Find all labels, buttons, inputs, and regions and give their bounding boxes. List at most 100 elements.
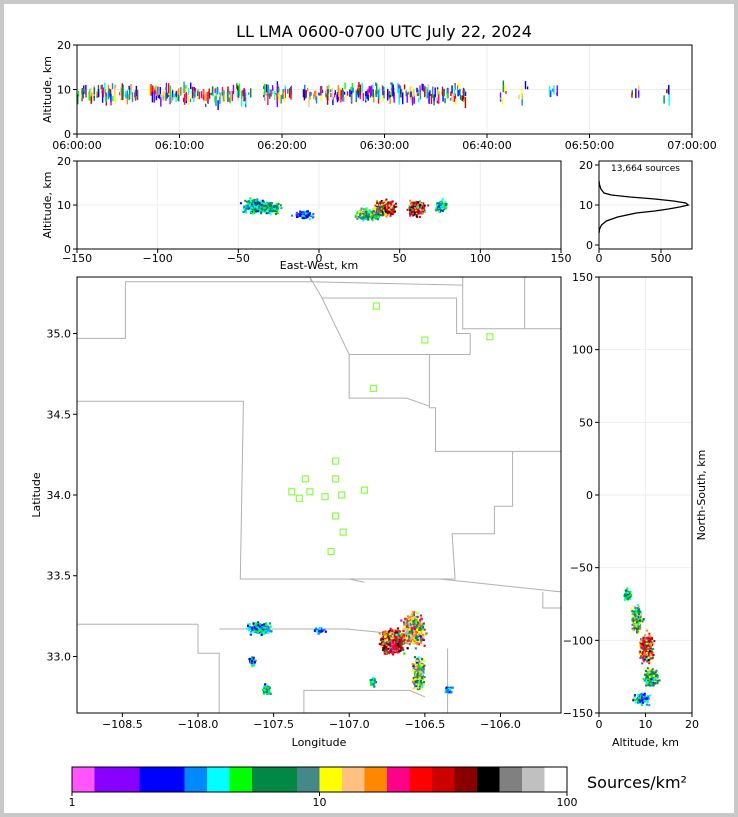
ew-density-cell [274, 208, 277, 211]
plan-density-cell [399, 639, 402, 643]
plan-density-cell [258, 626, 261, 630]
plan-density-cell [382, 639, 385, 642]
plan-density-cell [412, 687, 415, 690]
plan-density-cell [448, 688, 451, 691]
plan-density-cell [313, 629, 317, 632]
time-height-mark [362, 93, 365, 101]
time-height-mark [89, 89, 91, 101]
ew-density-cell [362, 219, 365, 222]
plan-density-cell [418, 633, 421, 636]
y-axis-label: Altitude, km [41, 171, 54, 238]
time-height-mark [151, 92, 154, 103]
time-height-mark [107, 90, 110, 100]
ew-density-cell [264, 203, 267, 206]
time-height-mark [375, 83, 378, 94]
plan-density-cell [415, 679, 418, 682]
time-height-mark [276, 93, 278, 104]
plan-density-cell [418, 677, 422, 680]
plan-density-cell [425, 632, 428, 635]
time-height-mark [499, 97, 502, 100]
ew-density-cell [358, 210, 361, 213]
ew-density-cell [255, 206, 258, 209]
ew-density-cell [303, 215, 306, 218]
plan-density-cell [403, 652, 406, 655]
plan-density-cell [388, 633, 391, 636]
time-height-mark [318, 92, 320, 96]
ns-density-cell [638, 608, 641, 611]
plan-density-cell [259, 629, 262, 632]
ew-density-cell [247, 207, 250, 210]
time-height-mark [392, 84, 394, 96]
ew-density-cell [383, 199, 386, 202]
time-height-mark [157, 95, 160, 99]
ew-density-cell [269, 202, 272, 205]
time-height-mark [204, 94, 207, 101]
plan-density-cell [422, 672, 425, 675]
time-height-mark [333, 93, 336, 98]
ew-density-cell [385, 201, 388, 204]
ew-density-cell [380, 203, 383, 206]
time-height-mark [401, 92, 404, 105]
plan-density-cell [382, 635, 385, 638]
ns-density-cell [639, 613, 642, 616]
ew-density-cell [373, 207, 376, 210]
time-height-mark [346, 91, 349, 96]
time-height-mark [244, 96, 246, 101]
ew-density-cell [364, 211, 367, 214]
time-height-mark [111, 83, 114, 89]
plan-density-cell [383, 633, 386, 636]
ew-density-cell [269, 213, 272, 216]
plan-density-cell [419, 638, 422, 641]
plan-density-cell [400, 633, 404, 636]
ew-density-cell [260, 207, 263, 210]
time-height-mark [284, 85, 287, 90]
time-height-mark [236, 83, 238, 89]
ns-density-cell [648, 662, 651, 665]
ew-density-cell [382, 205, 385, 208]
plan-density-cell [393, 644, 396, 647]
ew-density-cell [262, 209, 265, 212]
plan-density-cell [416, 621, 420, 624]
ew-density-cell [384, 213, 387, 216]
plan-density-cell [421, 658, 424, 661]
plan-density-cell [419, 635, 422, 638]
ew-density-cell [375, 216, 378, 219]
plan-density-cell [398, 632, 402, 635]
ew-density-cell [383, 203, 386, 206]
plan-density-cell [414, 647, 417, 650]
ns-density-cell [636, 619, 639, 622]
time-height-mark [427, 84, 429, 89]
plan-density-cell [389, 632, 392, 635]
plan-density-cell [413, 625, 416, 628]
ns-density-cell [644, 634, 647, 637]
ew-density-cell [371, 215, 374, 218]
plan-density-cell [248, 627, 251, 630]
ew-density-cell [311, 214, 314, 217]
ew-density-cell [265, 208, 268, 211]
time-height-mark [351, 83, 354, 93]
time-height-mark [126, 93, 129, 105]
ew-density-cell [254, 205, 257, 208]
plan-density-cell [416, 615, 419, 618]
time-height-mark [373, 93, 375, 103]
x-tick-label: 06:30:00 [360, 139, 409, 152]
ew-density-cell [301, 214, 304, 217]
time-height-mark [290, 85, 293, 95]
ew-density-cell [378, 215, 381, 218]
time-height-mark [343, 97, 346, 102]
ns-density-cell [649, 639, 652, 642]
plan-density-cell [416, 626, 420, 630]
lma-station-marker [301, 475, 309, 483]
figure-title: LL LMA 0600-0700 UTC July 22, 2024 [236, 22, 532, 41]
plan-density-cell [254, 629, 257, 633]
time-height-mark [419, 85, 421, 93]
plan-density-cell [412, 634, 416, 637]
y-tick-label: 10 [57, 199, 71, 212]
time-height-mark [462, 90, 465, 94]
ew-density-cell [386, 212, 389, 215]
plan-density-cell [371, 683, 375, 686]
plan-density-cell [419, 673, 422, 676]
plan-density-cell [392, 641, 395, 644]
ew-density-cell [411, 212, 414, 215]
time-height-mark [207, 92, 209, 104]
